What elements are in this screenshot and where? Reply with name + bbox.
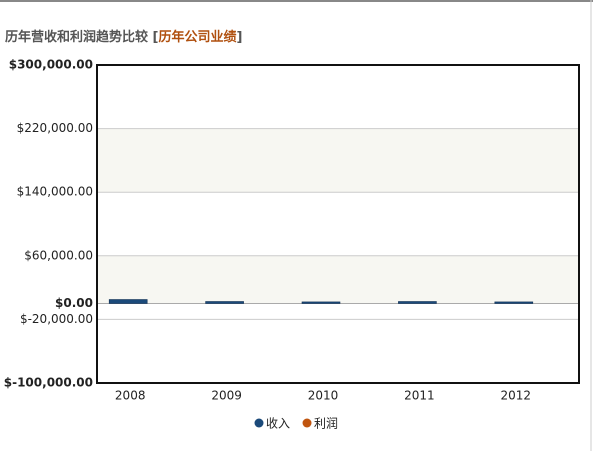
bar: [398, 301, 437, 304]
y-tick-label: $-100,000.00: [4, 376, 93, 390]
x-tick-label: 2008: [115, 389, 146, 403]
x-tick-label: 2010: [308, 389, 339, 403]
x-tick-label: 2009: [211, 389, 242, 403]
grid-band: [97, 128, 579, 193]
bracket: [: [148, 30, 159, 45]
x-tick-label: 2011: [404, 389, 435, 403]
y-tick-label: $60,000.00: [24, 248, 93, 262]
chart-title: 历年营收和利润趋势比较: [5, 29, 148, 45]
legend-label: 收入: [266, 417, 290, 431]
grid-band: [97, 255, 579, 304]
x-tick-label: 2012: [501, 389, 532, 403]
bar: [108, 299, 148, 304]
plot-frame: [96, 64, 580, 384]
legend-label: 利润: [314, 417, 338, 431]
chart-subtitle: 历年公司业绩: [158, 29, 236, 45]
y-tick-label: $140,000.00: [17, 185, 93, 199]
y-tick-label: $-20,000.00: [20, 312, 93, 326]
legend-marker: [302, 418, 312, 428]
bracket: ]: [237, 30, 243, 45]
y-tick-label: $300,000.00: [9, 58, 93, 72]
y-tick-label: $0.00: [55, 296, 93, 310]
legend-marker: [254, 418, 264, 428]
bar: [301, 301, 341, 304]
bar: [494, 301, 534, 304]
chart-title-group: 历年营收和利润趋势比较 [历年公司业绩]: [5, 29, 242, 45]
y-tick-label: $220,000.00: [17, 121, 93, 135]
bar: [205, 301, 244, 304]
